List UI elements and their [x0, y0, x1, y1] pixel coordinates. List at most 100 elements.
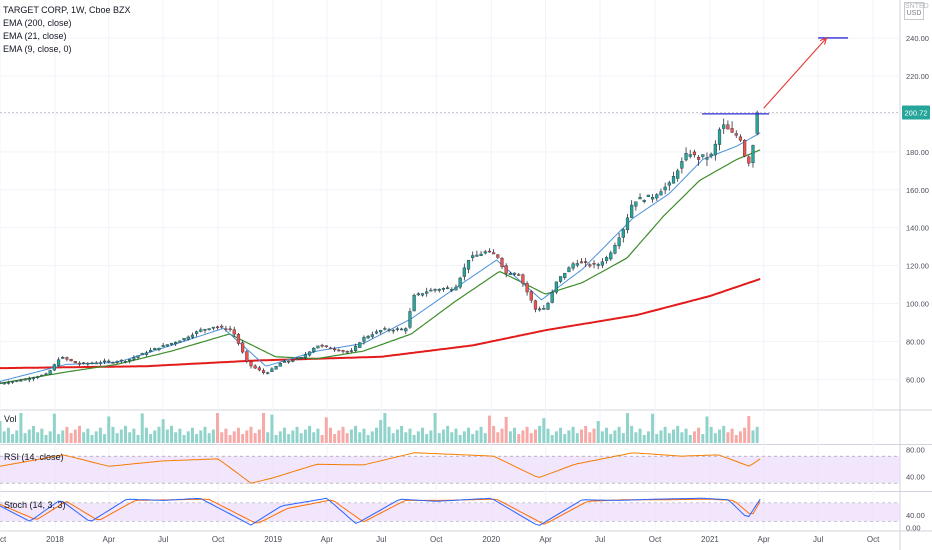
candle-body: [77, 362, 82, 365]
volume-bar: [199, 430, 203, 443]
volume-bar: [132, 428, 136, 443]
volume-bar: [295, 426, 299, 443]
time-tick-label: Oct: [430, 535, 443, 544]
candle-body: [391, 329, 395, 332]
candle-body: [86, 362, 90, 365]
candle-body: [107, 360, 111, 363]
candle-body: [0, 382, 2, 384]
volume-bar: [730, 428, 734, 443]
volume-bar: [471, 434, 475, 443]
candle-body: [416, 293, 420, 296]
volume-bar: [475, 430, 479, 443]
candle-body: [10, 381, 15, 383]
candle-body: [182, 338, 186, 341]
price-tick-label: 180.00: [906, 148, 929, 157]
candle-body: [747, 156, 751, 164]
volume-bar: [605, 427, 609, 443]
candle-body: [743, 139, 747, 157]
time-tick-label: Jul: [595, 535, 605, 544]
candle-body: [303, 354, 307, 359]
candle-body: [199, 329, 203, 332]
candle-body: [584, 261, 588, 263]
candle-body: [496, 254, 500, 258]
candle-body: [140, 353, 144, 356]
volume-bar: [387, 426, 391, 443]
candle-body: [450, 288, 454, 291]
candle-body: [688, 154, 692, 157]
volume-bar: [504, 417, 508, 443]
volume-bar: [533, 429, 537, 443]
volume-bar: [23, 433, 27, 443]
volume-bar: [57, 434, 61, 443]
price-tick-label: 120.00: [906, 262, 929, 271]
candle-body: [650, 197, 655, 200]
volume-bar: [655, 434, 659, 443]
volume-bar: [161, 419, 165, 443]
volume-bar: [282, 427, 286, 443]
legend-ema200: EMA (200, close): [3, 18, 72, 28]
volume-bar: [266, 432, 270, 443]
volume-bar: [684, 428, 688, 443]
candle-body: [353, 345, 358, 351]
volume-bar: [379, 420, 383, 443]
candle-body: [358, 342, 362, 348]
volume-bar: [119, 429, 123, 443]
candle-body: [111, 362, 115, 364]
volume-bar: [316, 428, 320, 443]
volume-bar: [157, 426, 161, 443]
candle-body: [621, 229, 625, 238]
candle-body: [512, 272, 517, 275]
volume-bar: [236, 427, 240, 443]
volume-bar: [103, 434, 107, 443]
candle-body: [701, 154, 705, 157]
volume-bar: [692, 431, 696, 443]
volume-bar: [0, 421, 2, 443]
candle-body: [102, 360, 107, 363]
candle-body: [203, 328, 207, 331]
volume-bar: [726, 432, 730, 443]
candle-body: [136, 355, 140, 358]
candle-body: [224, 328, 228, 330]
volume-bar: [15, 430, 19, 443]
volume-bar: [550, 435, 554, 443]
candle-body: [588, 264, 592, 267]
candle-body: [717, 129, 722, 145]
volume-bar: [274, 435, 278, 443]
volume-bar: [144, 427, 148, 443]
volume-bar: [680, 432, 684, 443]
volume-bar: [270, 414, 274, 443]
volume-bar: [354, 425, 358, 443]
time-tick-label: Apr: [103, 535, 116, 544]
volume-bar: [579, 429, 583, 443]
candle-body: [215, 326, 220, 329]
candle-body: [437, 289, 441, 291]
volume-bar: [27, 429, 31, 443]
candle-body: [119, 359, 123, 362]
candle-body: [291, 360, 295, 362]
volume-bar: [584, 425, 588, 443]
candle-body: [337, 349, 341, 352]
volume-bar: [592, 428, 596, 443]
volume-bar: [36, 432, 40, 443]
candle-body: [123, 361, 128, 363]
candle-body: [751, 145, 755, 164]
candle-body: [558, 276, 563, 282]
projection-arrow: [763, 37, 827, 109]
time-tick-label: Apr: [321, 535, 334, 544]
candle-body: [458, 277, 462, 288]
volume-bar: [400, 425, 404, 443]
candle-body: [333, 348, 337, 351]
volume-bar: [52, 413, 56, 443]
volume-bar: [621, 433, 625, 443]
candle-body: [316, 345, 320, 349]
volume-bar: [44, 435, 48, 443]
candle-body: [730, 128, 734, 133]
volume-bar: [676, 425, 680, 443]
volume-bar: [61, 430, 65, 443]
candle-body: [266, 372, 270, 374]
candle-body: [236, 334, 241, 344]
currency-button[interactable]: SNTED USD: [904, 2, 929, 20]
candle-body: [341, 350, 345, 352]
volume-bar: [232, 431, 236, 443]
